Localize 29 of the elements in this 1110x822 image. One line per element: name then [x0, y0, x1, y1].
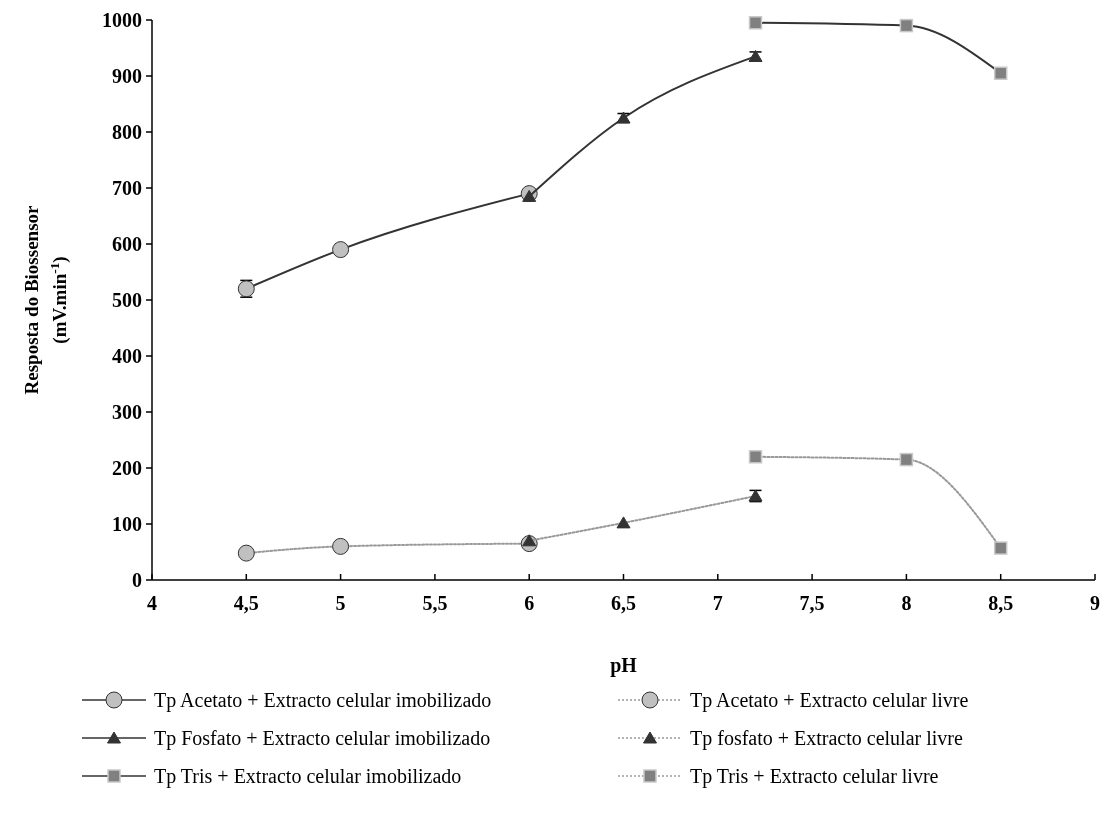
- x-tick-label: 6,5: [611, 592, 636, 614]
- legend-label: Tp Acetato + Extracto celular livre: [690, 689, 969, 712]
- y-tick-label: 900: [112, 65, 142, 87]
- y-tick-label: 800: [112, 121, 142, 143]
- x-tick-label: 8,5: [988, 592, 1014, 614]
- x-tick-label: 4,5: [233, 592, 259, 614]
- legend-label: Tp Tris + Extracto celular imobilizado: [154, 765, 462, 788]
- legend-label: Tp Acetato + Extracto celular imobilizado: [154, 689, 492, 712]
- y-tick-label: 1000: [102, 9, 142, 31]
- y-tick-label: 100: [112, 513, 142, 535]
- y-tick-label: 600: [112, 233, 142, 255]
- x-tick-label: 7,5: [799, 592, 825, 614]
- x-tick-label: 7: [712, 592, 723, 614]
- x-axis-title: pH: [610, 654, 638, 677]
- x-tick-label: 8: [901, 592, 912, 614]
- x-tick-label: 5,5: [422, 592, 448, 614]
- x-tick-label: 4: [147, 592, 157, 614]
- x-tick-label: 6: [524, 592, 535, 614]
- legend-label: Tp Tris + Extracto celular livre: [690, 765, 939, 788]
- y-tick-label: 500: [112, 289, 142, 311]
- legend-label: Tp Fosfato + Extracto celular imobilizado: [154, 727, 491, 750]
- legend-label: Tp fosfato + Extracto celular livre: [690, 727, 963, 750]
- y-tick-label: 300: [112, 401, 142, 423]
- y-tick-label: 400: [112, 345, 142, 367]
- y-tick-label: 700: [112, 177, 142, 199]
- y-tick-label: 200: [112, 457, 142, 479]
- x-tick-label: 9: [1090, 592, 1100, 614]
- x-tick-label: 5: [335, 592, 346, 614]
- y-tick-label: 0: [132, 569, 142, 591]
